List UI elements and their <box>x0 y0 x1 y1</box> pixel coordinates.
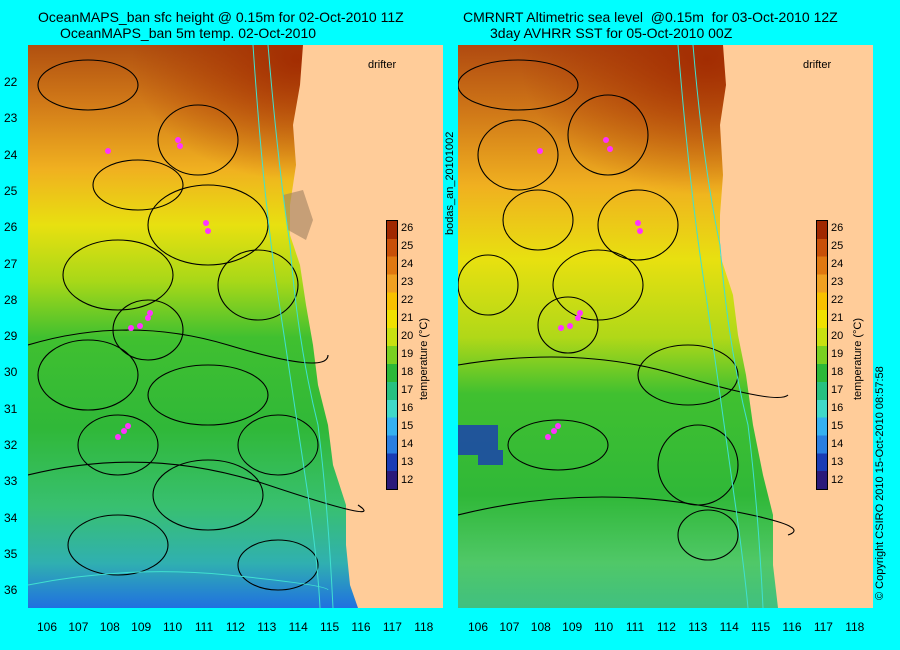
longitude-tick-label: 118 <box>845 620 865 634</box>
copyright-label: © Copyright CSIRO 2010 15-Oct-2010 08:57… <box>874 366 886 600</box>
colorbar-tick-label: 17 <box>401 384 414 396</box>
colorbar-label-left: temperature (°C) <box>418 317 430 400</box>
colorbar-tick-label: 20 <box>401 330 414 342</box>
colorbar-tick-label: 23 <box>831 276 844 288</box>
longitude-tick-label: 114 <box>288 620 308 634</box>
colorbar-tick-label: 22 <box>831 294 844 306</box>
left-title-line2: OceanMAPS_ban 5m temp. 02-Oct-2010 <box>60 25 317 41</box>
colorbar-right <box>816 220 828 490</box>
right-title-line1: CMRNRT Altimetric sea level @0.15m for 0… <box>463 9 838 25</box>
longitude-tick-label: 106 <box>36 620 58 634</box>
longitude-tick-label: 106 <box>467 620 489 634</box>
latitude-tick-label: 22 <box>4 75 18 89</box>
longitude-tick-label: 113 <box>257 620 277 634</box>
latitude-tick-label: 32 <box>4 438 18 452</box>
longitude-tick-label: 113 <box>688 620 708 634</box>
right-title-line2: 3day AVHRR SST for 05-Oct-2010 00Z <box>490 25 733 41</box>
longitude-tick-label: 116 <box>782 620 802 634</box>
latitude-tick-label: 36 <box>4 583 18 598</box>
latitude-tick-label: 23 <box>4 111 18 126</box>
colorbar-tick-label: 19 <box>831 348 844 360</box>
colorbar-tick-label: 21 <box>401 312 414 324</box>
longitude-tick-label: 117 <box>382 620 402 634</box>
drifter-tracks <box>105 137 211 440</box>
longitude-tick-label: 116 <box>351 620 371 634</box>
longitude-tick-label: 109 <box>131 620 152 634</box>
longitude-tick-label: 112 <box>656 620 676 634</box>
colorbar-tick-label: 16 <box>831 402 844 414</box>
colorbar-tick-label: 15 <box>401 420 414 432</box>
colorbar-tick-label: 23 <box>401 276 414 288</box>
run-id-label: bodas_an_20101002 <box>444 131 456 235</box>
longitude-tick-label: 111 <box>625 620 645 634</box>
drifter-tracks-observed <box>537 137 643 440</box>
colorbar-tick-label: 25 <box>831 240 844 252</box>
observed-sst-map <box>458 45 873 608</box>
model-sst-map-panel[interactable] <box>28 45 443 608</box>
colorbar-tick-label: 14 <box>401 438 414 450</box>
longitude-tick-label: 110 <box>594 620 614 634</box>
colorbar-tick-label: 12 <box>831 474 844 486</box>
longitude-tick-label: 112 <box>225 620 245 634</box>
left-title-line1: OceanMAPS_ban sfc height @ 0.15m for 02-… <box>38 9 404 25</box>
longitude-tick-label: 118 <box>414 620 434 634</box>
latitude-tick-label: 34 <box>4 510 18 525</box>
latitude-tick-label: 24 <box>4 147 18 162</box>
colorbar-label-right: temperature (°C) <box>852 317 864 400</box>
drifter-legend-left: drifter <box>368 59 397 71</box>
colorbar-tick-label: 18 <box>831 366 844 378</box>
longitude-tick-label: 115 <box>320 620 340 634</box>
longitude-tick-label: 111 <box>194 620 214 634</box>
longitude-tick-label: 110 <box>163 620 183 634</box>
colorbar-tick-label: 16 <box>401 402 414 414</box>
longitude-tick-label: 117 <box>813 620 833 634</box>
colorbar-tick-label: 21 <box>831 312 844 324</box>
longitude-tick-label: 109 <box>562 620 583 634</box>
model-sst-map <box>28 45 443 608</box>
colorbar-tick-label: 17 <box>831 384 844 396</box>
latitude-tick-label: 30 <box>4 365 18 380</box>
colorbar-tick-label: 13 <box>401 456 414 468</box>
colorbar-tick-label: 24 <box>831 258 844 270</box>
latitude-tick-label: 28 <box>4 292 18 307</box>
latitude-tick-label: 26 <box>4 220 18 235</box>
colorbar-tick-label: 26 <box>401 222 414 234</box>
latitude-tick-label: 35 <box>4 546 18 561</box>
longitude-tick-label: 107 <box>68 620 89 634</box>
colorbar-tick-label: 25 <box>401 240 414 252</box>
latitude-tick-label: 33 <box>4 474 18 489</box>
colorbar-tick-label: 24 <box>401 258 414 270</box>
colorbar-tick-label: 14 <box>831 438 844 450</box>
latitude-tick-label: 27 <box>4 256 18 271</box>
colorbar-tick-label: 20 <box>831 330 844 342</box>
colorbar-tick-label: 19 <box>401 348 414 360</box>
latitude-tick-label: 31 <box>4 401 18 416</box>
colorbar-tick-label: 18 <box>401 366 414 378</box>
drifter-legend-right: drifter <box>803 59 832 71</box>
colorbar-tick-label: 22 <box>401 294 414 306</box>
latitude-tick-label: 25 <box>4 183 18 198</box>
colorbar-tick-label: 15 <box>831 420 844 432</box>
colorbar <box>386 220 398 490</box>
longitude-tick-label: 114 <box>719 620 739 634</box>
longitude-tick-label: 108 <box>530 620 551 634</box>
observed-sst-map-panel[interactable] <box>458 45 873 608</box>
colorbar-tick-label: 26 <box>831 222 844 234</box>
latitude-tick-label: 29 <box>4 329 18 344</box>
longitude-tick-label: 107 <box>499 620 520 634</box>
longitude-tick-label: 115 <box>751 620 771 634</box>
colorbar-tick-label: 13 <box>831 456 844 468</box>
colorbar-tick-label: 12 <box>401 474 414 486</box>
longitude-tick-label: 108 <box>99 620 120 634</box>
